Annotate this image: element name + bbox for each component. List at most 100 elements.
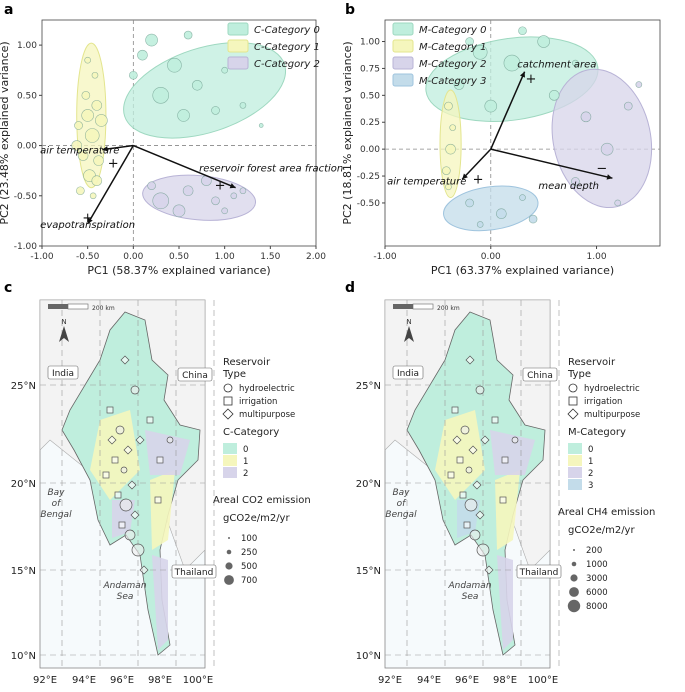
hydroelectric-marker [131,543,145,557]
legend-size-label: 8000 [586,602,608,612]
sea-label: of [397,499,408,509]
data-point [600,142,614,156]
lat-label: 25°N [11,381,36,392]
scale-label: 200 km [92,305,115,312]
y-tick-label: 0.50 [360,91,380,101]
data-point [503,54,521,72]
multipurpose-marker [472,480,482,490]
legend-category-title: C-Category [223,427,279,438]
data-point [580,111,592,123]
lon-label: 94°E [72,675,96,686]
centroid-marker: + [82,211,93,226]
data-point [71,140,83,151]
legend-type-label: multipurpose [239,410,295,420]
sea-label: Bay [392,488,410,498]
vector-arrowhead [519,71,525,78]
vector-arrowhead [102,146,108,152]
legend-label: C-Category 2 [254,59,320,70]
legend-hydro-icon [568,383,578,393]
legend-size-marker [225,562,233,570]
multipurpose-marker [468,445,478,455]
data-point [84,128,100,143]
vector-label: air temperature [40,146,119,157]
panel-letter-d: d [345,280,355,296]
chart-legend: M-Category 0 M-Category 1 M-Category 2 M-Ca… [392,22,486,87]
x-axis-label: PC1 (63.37% explained variance) [431,264,614,277]
legend-size-marker [570,574,578,582]
data-point [89,192,97,200]
legend-type-label: hydroelectric [584,384,640,394]
lat-label: 10°N [356,651,381,662]
x-tick-label: -0.50 [76,252,100,262]
data-point [95,114,108,127]
irrigation-marker [463,521,471,529]
legend-size-marker [226,549,232,555]
legend-title: Type [222,369,246,380]
lon-label: 100°E [528,675,558,686]
legend-hydro-icon [223,383,233,393]
multipurpose-marker [484,565,494,575]
pca-chart-a: air temperature reservoir forest area fra… [0,19,343,277]
legend-label: M-Category 1 [419,42,486,53]
data-point [91,100,103,111]
legend-irrigation-icon [223,396,233,406]
legend-size-marker [573,549,575,551]
sea-label: Andaman [447,581,491,591]
legend-size-marker [224,575,234,585]
x-tick-label: -1.00 [30,252,54,262]
country-label: India [52,369,74,379]
legend-title: Type [567,369,591,380]
irrigation-marker [447,471,455,479]
centroid-marker: + [215,179,226,194]
legend-swatch [392,39,414,53]
data-point [476,221,484,228]
country-label: China [182,371,208,381]
country-label-box [516,564,562,579]
y-tick-label: 1.00 [360,38,380,48]
centroid-marker: + [108,157,119,172]
hydroelectric-marker [120,466,128,474]
y-tick-label: -0.50 [357,199,381,209]
multipurpose-marker [452,435,462,445]
hydroelectric-marker [124,529,136,541]
data-point [528,214,538,224]
scale-bar [412,303,434,310]
vector-arrowhead [229,183,236,189]
loading-vector [461,148,492,180]
legend-emission-title: Areal CO2 emission [213,495,311,506]
data-point [258,123,264,128]
data-point [239,187,247,195]
irrigation-marker [499,496,507,504]
lat-label: 15°N [11,566,36,577]
legend-emission-title: Areal CH4 emission [558,507,655,518]
legend-category-swatch [223,455,237,466]
data-point [182,185,194,197]
data-point [548,90,560,101]
data-point [152,192,170,210]
sea-label: Bengal [385,510,417,520]
y-axis-label: PC2 (18.81% explained variance) [341,41,354,224]
lon-label: 96°E [455,675,479,686]
lon-label: 98°E [148,675,172,686]
vector-label: catchment area [517,59,596,70]
y-tick-label: 0.25 [360,118,380,128]
panel-letter-a: a [4,2,13,18]
x-tick-label: -1.00 [373,252,397,262]
irrigation-marker [118,521,126,529]
legend-swatch [227,39,249,53]
data-point [211,196,220,206]
hydroelectric-marker [115,425,125,435]
country-label: Thailand [519,568,559,578]
data-point [81,91,91,100]
scale-bar [48,304,68,309]
hydroelectric-marker [475,385,485,395]
hydroelectric-marker [464,498,478,512]
legend-size-label: 500 [241,562,257,572]
multipurpose-marker [135,435,145,445]
x-tick-label: 2.00 [306,252,326,262]
panel-letter-b: b [345,2,355,18]
legend-category-title: M-Category [568,427,626,438]
legend-size-marker [571,561,577,567]
country-label-box [171,564,217,579]
